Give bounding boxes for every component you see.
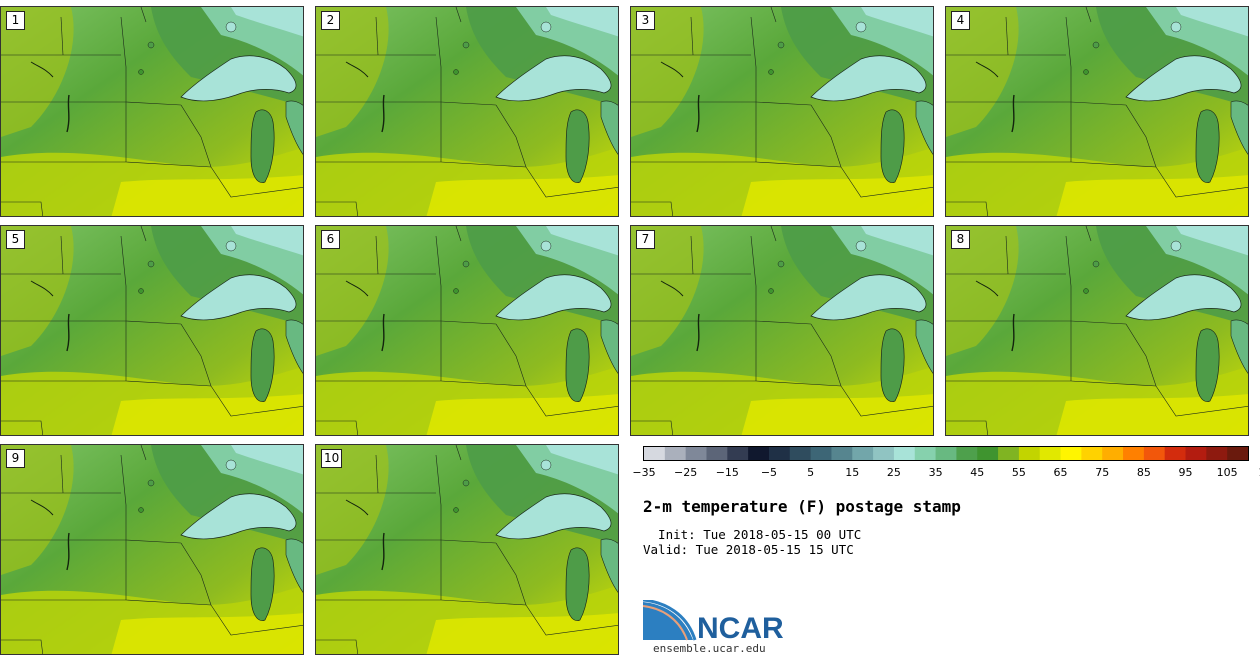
colorbar-tick-label: 65 (1053, 466, 1068, 479)
colorbar-segment (1164, 447, 1187, 460)
colorbar-segment (831, 447, 853, 460)
colorbar-segment (664, 447, 687, 460)
ncar-logo: NCAR (643, 600, 784, 642)
temperature-map (631, 7, 933, 216)
colorbar-segment (768, 447, 791, 460)
colorbar-segment (1227, 447, 1249, 460)
colorbar-segment (1018, 447, 1041, 460)
temperature-map (1, 445, 303, 654)
map-panel-3[interactable]: 3 (630, 6, 934, 217)
colorbar-segment (810, 447, 832, 460)
colorbar-segment (1081, 447, 1103, 460)
panel-number: 9 (6, 449, 25, 468)
colorbar-tick-label: −5 (760, 466, 778, 479)
colorbar-tick-label: 85 (1136, 466, 1151, 479)
colorbar-segment (1039, 447, 1062, 460)
temperature-map (1, 7, 303, 216)
map-panel-4[interactable]: 4 (945, 6, 1249, 217)
colorbar-tick-label: 25 (886, 466, 901, 479)
colorbar-segment (935, 447, 957, 460)
panel-number: 6 (321, 230, 340, 249)
panel-number: 8 (951, 230, 970, 249)
colorbar-segment (748, 447, 770, 460)
temperature-map (316, 445, 618, 654)
colorbar-tick-label: −25 (674, 466, 698, 479)
colorbar-tick-label: 115 (1258, 466, 1260, 479)
temperature-map (316, 226, 618, 435)
colorbar-tick-label: 75 (1095, 466, 1110, 479)
temperature-colorbar (643, 446, 1249, 461)
temperature-map (946, 7, 1248, 216)
logo-text: NCAR (697, 612, 784, 642)
colorbar-segment (1206, 447, 1228, 460)
colorbar-segment (789, 447, 812, 460)
map-panel-8[interactable]: 8 (945, 225, 1249, 436)
colorbar-segment (852, 447, 874, 460)
colorbar-tick-label: 45 (970, 466, 985, 479)
panel-number: 3 (636, 11, 655, 30)
colorbar-segment (893, 447, 916, 460)
panel-number: 10 (321, 449, 343, 468)
colorbar-tick-label: −15 (715, 466, 739, 479)
colorbar-segment (956, 447, 978, 460)
colorbar-tick-label: 55 (1011, 466, 1026, 479)
colorbar-tick-label: −35 (632, 466, 656, 479)
colorbar-segment (977, 447, 999, 460)
colorbar-segment (914, 447, 937, 460)
colorbar-segment (727, 447, 749, 460)
colorbar-tick-label: 105 (1216, 466, 1238, 479)
temperature-map (316, 7, 618, 216)
colorbar-tick-label: 95 (1178, 466, 1193, 479)
map-panel-9[interactable]: 9 (0, 444, 304, 655)
map-panel-6[interactable]: 6 (315, 225, 619, 436)
colorbar-segment (1123, 447, 1145, 460)
panel-number: 2 (321, 11, 340, 30)
colorbar-segment (706, 447, 728, 460)
colorbar-tick-label: 15 (845, 466, 860, 479)
panel-number: 7 (636, 230, 655, 249)
colorbar-segment (873, 447, 895, 460)
colorbar-segment (644, 447, 666, 460)
temperature-map (1, 226, 303, 435)
colorbar-segment (1185, 447, 1207, 460)
colorbar-segment (1060, 447, 1082, 460)
colorbar-tick-label: 35 (928, 466, 943, 479)
temperature-map (946, 226, 1248, 435)
panel-number: 1 (6, 11, 25, 30)
valid-time: Valid: Tue 2018-05-15 15 UTC (643, 542, 854, 557)
panel-number: 4 (951, 11, 970, 30)
temperature-map (631, 226, 933, 435)
map-panel-1[interactable]: 1 (0, 6, 304, 217)
colorbar-segment (1143, 447, 1166, 460)
logo-url: ensemble.ucar.edu (653, 642, 766, 655)
map-panel-7[interactable]: 7 (630, 225, 934, 436)
init-time: Init: Tue 2018-05-15 00 UTC (643, 527, 862, 542)
colorbar-segment (685, 447, 707, 460)
panel-number: 5 (6, 230, 25, 249)
colorbar-segment (998, 447, 1020, 460)
chart-title: 2-m temperature (F) postage stamp (643, 497, 961, 516)
map-panel-2[interactable]: 2 (315, 6, 619, 217)
colorbar-segment (1102, 447, 1124, 460)
map-panel-10[interactable]: 10 (315, 444, 619, 655)
map-panel-5[interactable]: 5 (0, 225, 304, 436)
colorbar-tick-label: 5 (807, 466, 815, 479)
